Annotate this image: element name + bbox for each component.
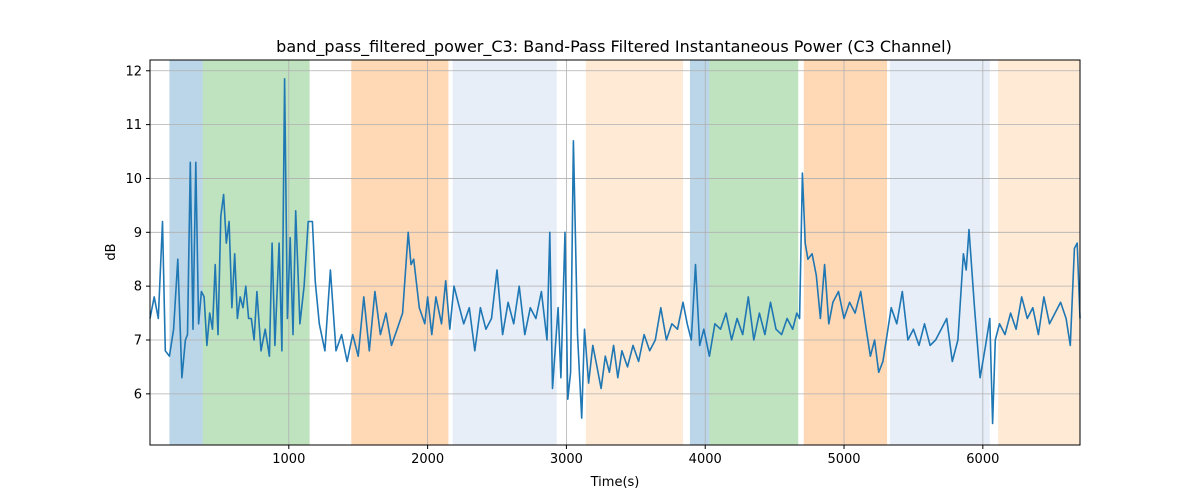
- chart-title: band_pass_filtered_power_C3: Band-Pass F…: [276, 37, 952, 57]
- y-axis-ticks: 6 7 8 9 10 11 12: [125, 64, 150, 402]
- band-4: [452, 60, 557, 445]
- series-line: [149, 78, 1081, 425]
- y-tick-label: 8: [134, 280, 142, 295]
- x-tick-label: 4000: [689, 452, 722, 467]
- x-tick-label: 5000: [827, 452, 860, 467]
- x-tick-label: 1000: [272, 452, 305, 467]
- highlight-bands: [169, 60, 1080, 445]
- x-tick-label: 2000: [411, 452, 444, 467]
- band-10: [998, 60, 1080, 445]
- x-tick-label: 6000: [966, 452, 999, 467]
- y-tick-label: 12: [125, 64, 142, 79]
- band-3: [351, 60, 449, 445]
- y-axis-label: dB: [104, 243, 119, 260]
- x-axis-ticks: 1000 2000 3000 4000 5000 6000: [272, 445, 999, 467]
- y-tick-label: 9: [134, 226, 142, 241]
- plot-frame: [149, 59, 1081, 446]
- y-tick-label: 10: [125, 172, 142, 187]
- y-tick-label: 7: [134, 334, 142, 349]
- y-tick-label: 6: [134, 387, 142, 402]
- x-tick-label: 3000: [550, 452, 583, 467]
- band-9: [889, 60, 990, 445]
- grid-lines: [150, 60, 1080, 445]
- band-8: [803, 60, 888, 445]
- band-2: [202, 60, 310, 445]
- data-series: [149, 78, 1081, 425]
- band-6: [689, 60, 710, 445]
- band-7: [709, 60, 799, 445]
- x-axis-label: Time(s): [590, 475, 640, 490]
- y-tick-label: 11: [125, 118, 142, 133]
